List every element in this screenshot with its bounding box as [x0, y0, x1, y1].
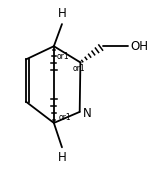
Text: or1: or1 — [72, 64, 85, 73]
Text: H: H — [58, 151, 66, 164]
Text: or1: or1 — [57, 52, 69, 61]
Text: or1: or1 — [58, 113, 71, 122]
Text: H: H — [58, 7, 66, 20]
Text: N: N — [83, 107, 92, 120]
Text: OH: OH — [131, 40, 149, 53]
